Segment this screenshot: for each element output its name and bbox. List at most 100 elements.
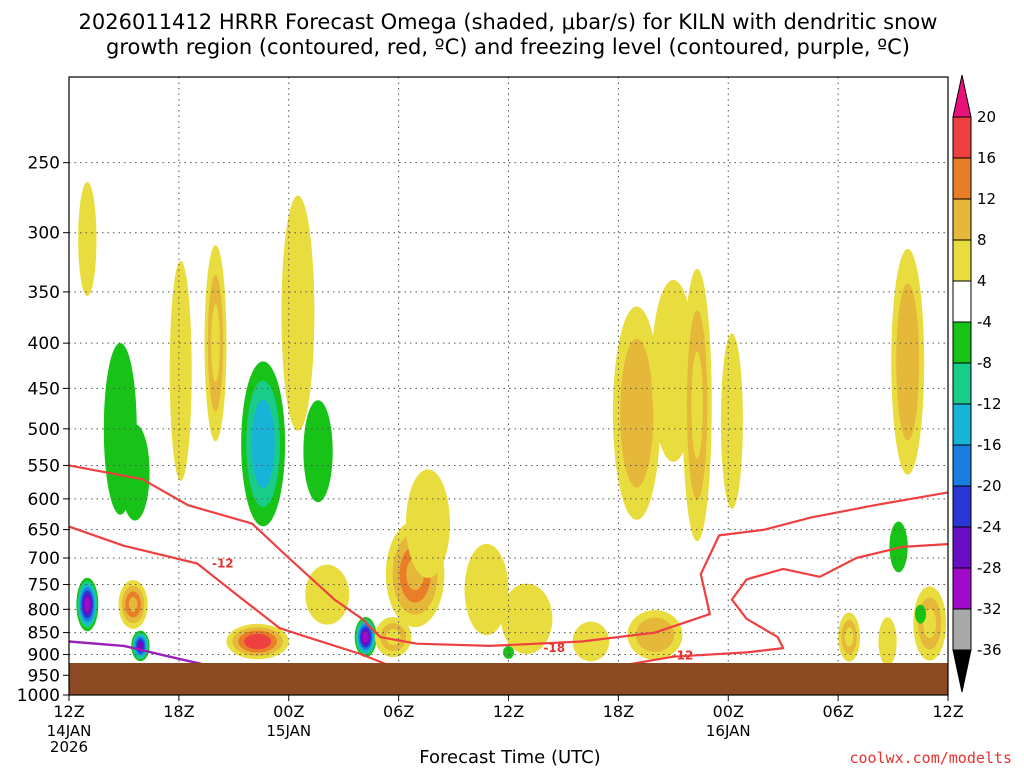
colorbar-segment: [952, 157, 972, 200]
x-tick-label: 18Z: [603, 702, 634, 721]
omega-shade-ring: [644, 625, 666, 645]
isotherm-label: -18: [543, 641, 565, 655]
grid-lines: [69, 77, 948, 695]
x-date-label: 16JAN: [706, 722, 751, 740]
y-tick-label: 600: [28, 490, 60, 510]
colorbar-segment: [952, 567, 972, 610]
isotherm-label: -12: [212, 556, 234, 570]
colorbar: 20 16 12 8 4 -4 -8 -12 -16 -20 -24 -28 -32 -36: [952, 74, 1002, 693]
y-tick-label: 750: [28, 576, 60, 596]
y-tick-label: 700: [28, 549, 60, 569]
y-tick-label: 300: [28, 224, 60, 244]
colorbar-tick-label: -4: [977, 313, 992, 331]
colorbar-segment: [952, 239, 972, 282]
isotherm-line: [69, 464, 948, 647]
omega-blob: [305, 564, 350, 625]
colorbar-segment: [952, 321, 972, 364]
omega-blob: [612, 306, 661, 520]
colorbar-segment: [952, 485, 972, 528]
colorbar-segment: [952, 403, 972, 446]
omega-shade-ring: [128, 597, 138, 612]
colorbar-tick-label: -8: [977, 354, 992, 372]
omega-blob: [78, 181, 97, 297]
omega-shade-ring: [901, 317, 915, 407]
x-tick-label: 00Z: [273, 702, 304, 721]
omega-shade-ring: [725, 371, 739, 471]
omega-shading-layer: [76, 181, 947, 666]
colorbar-segment: [952, 362, 972, 405]
x-axis-label: Forecast Time (UTC): [419, 747, 600, 768]
y-tick-label: 500: [28, 420, 60, 440]
omega-shade-ring: [174, 308, 187, 434]
y-tick-label: 450: [28, 379, 60, 399]
colorbar-segment: [952, 444, 972, 487]
omega-blob: [120, 424, 150, 521]
omega-shade-ring: [126, 445, 144, 500]
colorbar-tick-label: 8: [977, 231, 987, 249]
omega-blob: [915, 604, 927, 624]
x-date-label: 15JAN: [266, 722, 311, 740]
y-tick-label: 950: [28, 666, 60, 686]
colorbar-tick-label: -36: [977, 641, 1002, 659]
chart-title-line-1: 2026011412 HRRR Forecast Omega (shaded, …: [79, 10, 938, 34]
isotherm-label: -12: [672, 649, 694, 663]
omega-shade-ring: [882, 627, 893, 656]
omega-blob: [169, 260, 192, 482]
omega-blob: [226, 623, 289, 660]
omega-shade-ring: [627, 371, 647, 456]
colorbar-tick-label: 16: [977, 149, 996, 167]
omega-shade-ring: [256, 418, 270, 469]
colorbar-segment: [952, 526, 972, 569]
omega-shade-ring: [211, 304, 220, 382]
omega-blob: [241, 361, 286, 527]
omega-shade-ring: [85, 600, 90, 609]
omega-shade-ring: [314, 577, 340, 612]
colorbar-cap-bottom: [952, 649, 972, 693]
colorbar-tick-label: -32: [977, 600, 1002, 618]
colorbar-tick-label: -24: [977, 518, 1002, 536]
omega-shade-ring: [580, 630, 602, 653]
omega-blob: [503, 645, 514, 659]
x-tick-label: 12Z: [53, 702, 84, 721]
x-tick-label: 00Z: [713, 702, 744, 721]
omega-blob: [204, 245, 227, 442]
omega-blob: [878, 617, 897, 666]
omega-shade-ring: [415, 492, 441, 555]
colorbar-tick-label: -20: [977, 477, 1002, 495]
y-tick-label: 1000: [17, 686, 60, 706]
omega-shade-ring: [917, 608, 924, 620]
x-tick-label: 18Z: [163, 702, 194, 721]
omega-blob: [131, 630, 150, 662]
y-tick-label: 350: [28, 283, 60, 303]
omega-blob: [303, 400, 333, 503]
omega-shade-ring: [82, 206, 93, 272]
colorbar-tick-label: 20: [977, 108, 996, 126]
x-tick-label: 12Z: [932, 702, 963, 721]
omega-blob: [838, 612, 861, 662]
y-tick-label: 250: [28, 154, 60, 174]
omega-blob: [572, 621, 610, 662]
y-tick-label: 550: [28, 456, 60, 476]
omega-shade-ring: [309, 422, 327, 481]
omega-blob: [464, 543, 509, 636]
omega-shade-ring: [385, 629, 401, 646]
colorbar-tick-label: -28: [977, 559, 1002, 577]
colorbar-tick-label: 12: [977, 190, 996, 208]
omega-shade-ring: [844, 627, 854, 647]
y-axis-ticks: 2503003504004505005506006507007508008509…: [17, 154, 69, 706]
omega-blob: [76, 577, 99, 632]
omega-blob: [501, 583, 553, 655]
colorbar-tick-label: -12: [977, 395, 1002, 413]
omega-blob: [913, 586, 947, 661]
ground-surface: [69, 663, 948, 695]
credit-text: coolwx.com/modelts: [849, 749, 1012, 767]
colorbar-segment: [952, 280, 972, 323]
chart-title-line-2: growth region (contoured, red, ºC) and f…: [106, 35, 910, 59]
y-tick-label: 650: [28, 521, 60, 541]
isotherm-contours: -12 -18 -12: [69, 464, 948, 679]
omega-shade-ring: [923, 608, 937, 639]
omega-shade-ring: [138, 642, 143, 649]
omega-blob: [118, 580, 148, 629]
omega-shade-ring: [363, 633, 368, 641]
